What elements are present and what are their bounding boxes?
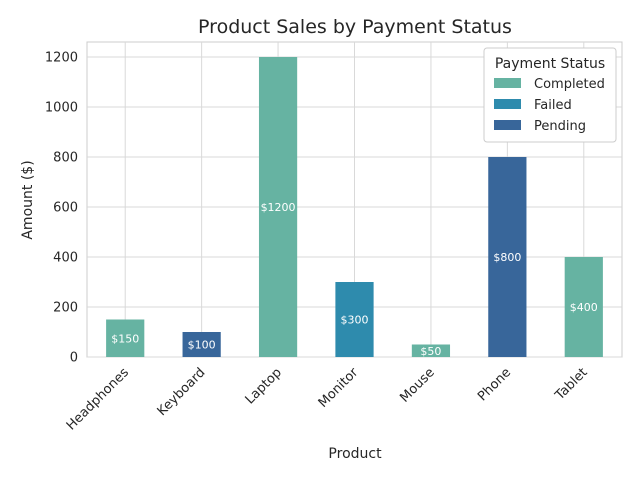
bar-value-label: $150 bbox=[111, 332, 139, 345]
bar-value-label: $400 bbox=[570, 301, 598, 314]
y-tick-label: 600 bbox=[53, 201, 78, 216]
y-tick-label: 1200 bbox=[45, 51, 78, 66]
bar bbox=[182, 332, 221, 357]
bar-value-label: $50 bbox=[420, 345, 441, 358]
legend-swatch bbox=[494, 120, 521, 130]
legend-swatch bbox=[494, 78, 521, 88]
y-tick-label: 1000 bbox=[45, 101, 78, 116]
bar-value-label: $800 bbox=[493, 251, 521, 264]
legend-entry: Completed bbox=[534, 77, 605, 92]
x-axis-label: Product bbox=[328, 446, 382, 462]
y-tick-label: 200 bbox=[53, 301, 78, 316]
legend-entry: Pending bbox=[534, 119, 586, 134]
x-tick-label: Mouse bbox=[397, 365, 437, 405]
chart-title: Product Sales by Payment Status bbox=[198, 16, 512, 38]
x-tick-label: Headphones bbox=[64, 365, 132, 433]
legend-box bbox=[483, 47, 617, 143]
x-tick-label: Laptop bbox=[243, 365, 285, 407]
bar-value-label: $300 bbox=[341, 314, 369, 327]
legend: Payment Status Completed Failed Pending bbox=[483, 47, 617, 143]
x-axis-ticks: Headphones Keyboard Laptop Monitor Mouse Phon… bbox=[64, 365, 591, 434]
bar bbox=[335, 282, 374, 357]
y-tick-label: 0 bbox=[70, 351, 78, 366]
x-tick-label: Phone bbox=[475, 365, 514, 404]
legend-swatch bbox=[494, 99, 521, 109]
bar bbox=[488, 157, 527, 357]
y-axis-label: Amount ($) bbox=[20, 160, 36, 239]
bar bbox=[411, 344, 451, 357]
bar-labels: $150 $100 $1200 $300 $50 $800 $400 bbox=[111, 201, 598, 358]
x-tick-label: Monitor bbox=[316, 365, 362, 411]
y-tick-label: 800 bbox=[53, 151, 78, 166]
legend-title: Payment Status bbox=[495, 56, 605, 72]
x-tick-label: Tablet bbox=[552, 365, 591, 404]
bar bbox=[106, 319, 145, 357]
x-tick-label: Keyboard bbox=[155, 365, 209, 419]
y-axis-ticks: 0 200 400 600 800 1000 1200 bbox=[45, 51, 78, 366]
y-tick-label: 400 bbox=[53, 251, 78, 266]
legend-entry: Failed bbox=[534, 98, 572, 113]
bars bbox=[106, 57, 603, 357]
bar-value-label: $100 bbox=[188, 339, 216, 352]
bar-value-label: $1200 bbox=[261, 201, 296, 214]
bar bbox=[258, 57, 298, 357]
bar bbox=[564, 257, 603, 357]
